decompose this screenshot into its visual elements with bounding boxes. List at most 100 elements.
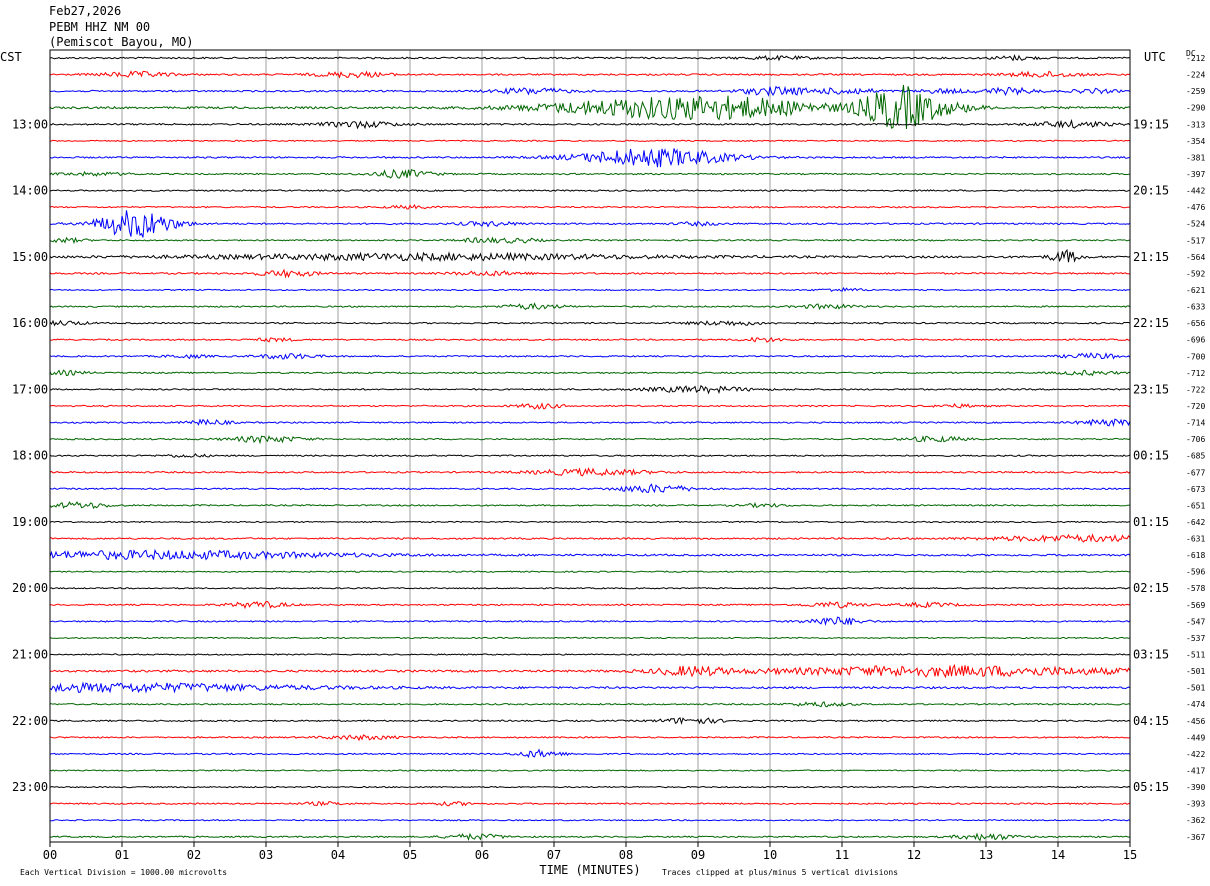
- dc-offset-label: -224: [1186, 71, 1205, 80]
- dc-offset-label: -501: [1186, 684, 1205, 693]
- dc-offset-label: -442: [1186, 187, 1205, 196]
- seismic-trace: [49, 70, 1131, 79]
- seismic-trace: [49, 286, 1131, 293]
- dc-offset-label: -677: [1186, 468, 1205, 477]
- seismic-trace: [49, 453, 1131, 458]
- seismic-trace: [49, 384, 1131, 395]
- dc-offset-label: -476: [1186, 203, 1205, 212]
- x-tick-label: 02: [187, 848, 201, 862]
- seismic-trace: [49, 769, 1131, 772]
- x-tick-label: 12: [907, 848, 921, 862]
- dc-offset-label: -313: [1186, 120, 1205, 129]
- seismic-trace: [49, 248, 1131, 263]
- seismic-trace: [49, 352, 1131, 360]
- dc-offset-label: -651: [1186, 501, 1205, 510]
- seismic-trace: [50, 600, 1131, 610]
- dc-offset-label: -422: [1186, 750, 1205, 759]
- seismic-trace: [49, 616, 1131, 627]
- cst-time-label: 23:00: [12, 780, 48, 794]
- seismic-trace: [49, 700, 1131, 708]
- seismic-trace: [49, 533, 1131, 543]
- dc-offset-label: -367: [1186, 833, 1205, 842]
- utc-time-label: 23:15: [1133, 382, 1169, 396]
- seismic-trace: [49, 717, 1131, 725]
- seismic-trace: [49, 748, 1131, 759]
- seismic-trace: [49, 84, 1131, 130]
- dc-offset-label: -517: [1186, 236, 1205, 245]
- seismic-trace: [49, 236, 1131, 245]
- seismic-trace: [49, 418, 1131, 428]
- seismic-trace: [49, 520, 1131, 524]
- dc-offset-label: -397: [1186, 170, 1205, 179]
- seismic-trace: [49, 818, 1131, 822]
- seismic-trace: [49, 467, 1131, 477]
- dc-offset-label: -390: [1186, 783, 1205, 792]
- cst-time-label: 15:00: [12, 250, 48, 264]
- x-tick-label: 06: [475, 848, 489, 862]
- cst-time-label: 14:00: [12, 184, 48, 198]
- cst-time-label: 18:00: [12, 449, 48, 463]
- seismic-trace: [49, 203, 1131, 210]
- dc-offset-label: -417: [1186, 767, 1205, 776]
- dc-offset-label: -449: [1186, 733, 1205, 742]
- x-axis-title: TIME (MINUTES): [539, 863, 640, 877]
- seismic-trace: [49, 210, 1131, 238]
- utc-time-label: 01:15: [1133, 515, 1169, 529]
- x-tick-label: 03: [259, 848, 273, 862]
- seismic-trace: [49, 319, 1131, 327]
- dc-offset-label: -722: [1186, 385, 1205, 394]
- seismic-trace: [49, 139, 1131, 143]
- seismic-trace: [50, 664, 1131, 679]
- seismic-trace: [49, 54, 1131, 62]
- x-tick-label: 11: [835, 848, 849, 862]
- seismic-trace: [49, 570, 1131, 573]
- cst-axis-label: CST: [0, 50, 22, 64]
- dc-offset-label: -381: [1186, 153, 1205, 162]
- cst-time-label: 17:00: [12, 382, 48, 396]
- dc-column-label: DC: [1186, 49, 1196, 58]
- dc-offset-label: -700: [1186, 352, 1205, 361]
- seismic-trace: [50, 85, 1131, 97]
- dc-offset-label: -564: [1186, 253, 1205, 262]
- x-tick-label: 10: [763, 848, 777, 862]
- dc-offset-label: -354: [1186, 137, 1205, 146]
- seismic-trace: [49, 483, 1131, 494]
- dc-offset-label: -578: [1186, 584, 1205, 593]
- cst-time-label: 19:00: [12, 515, 48, 529]
- dc-offset-label: -547: [1186, 617, 1205, 626]
- cst-time-label: 22:00: [12, 714, 48, 728]
- dc-offset-label: -212: [1186, 54, 1205, 63]
- seismic-trace: [49, 653, 1131, 656]
- x-tick-label: 07: [547, 848, 561, 862]
- utc-time-label: 19:15: [1133, 117, 1169, 131]
- seismic-trace: [49, 369, 1131, 377]
- dc-offset-label: -685: [1186, 452, 1205, 461]
- utc-axis-label: UTC: [1144, 50, 1166, 64]
- x-tick-label: 14: [1051, 848, 1065, 862]
- dc-offset-label: -290: [1186, 104, 1205, 113]
- utc-time-label: 21:15: [1133, 250, 1169, 264]
- dc-offset-label: -714: [1186, 419, 1205, 428]
- plot-date: Feb27,2026: [49, 4, 122, 18]
- x-tick-label: 13: [979, 848, 993, 862]
- seismic-trace: [49, 681, 1131, 694]
- dc-offset-label: -592: [1186, 269, 1205, 278]
- utc-time-label: 04:15: [1133, 714, 1169, 728]
- seismic-trace: [49, 587, 1131, 590]
- utc-time-label: 20:15: [1133, 184, 1169, 198]
- seismic-trace: [49, 336, 1131, 343]
- x-tick-label: 00: [43, 848, 57, 862]
- dc-offset-label: -633: [1186, 303, 1205, 312]
- station-code: PEBM HHZ NM 00: [49, 20, 151, 34]
- dc-offset-label: -696: [1186, 336, 1205, 345]
- x-tick-label: 01: [115, 848, 129, 862]
- dc-offset-label: -720: [1186, 402, 1205, 411]
- seismic-trace: [49, 402, 1131, 410]
- dc-offset-label: -259: [1186, 87, 1205, 96]
- plot-frame: [49, 49, 1131, 843]
- dc-offset-label: -712: [1186, 369, 1205, 378]
- dc-offset-label: -656: [1186, 319, 1205, 328]
- seismic-trace: [49, 302, 1131, 311]
- cst-time-label: 21:00: [12, 648, 48, 662]
